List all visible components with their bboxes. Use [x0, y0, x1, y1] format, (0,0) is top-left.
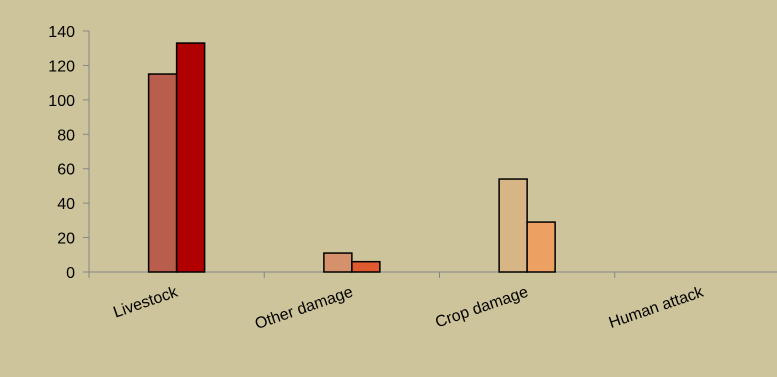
x-category-label: Livestock — [111, 283, 181, 321]
bar — [498, 178, 528, 273]
bar — [147, 73, 178, 273]
y-tick-label: 80 — [57, 127, 75, 144]
x-category-label: Crop damage — [433, 284, 530, 332]
y-tick-label: 120 — [48, 58, 75, 75]
bar-series — [147, 42, 556, 273]
x-category-label: Human attack — [607, 283, 707, 332]
bar — [175, 42, 206, 273]
y-tick-label: 100 — [48, 93, 75, 110]
bar — [323, 252, 353, 273]
bar — [526, 221, 556, 273]
axis-labels: 0 20 40 60 80 100 120 140 Livestock Other damage C… — [48, 24, 706, 333]
y-tick-label: 20 — [57, 231, 75, 248]
bar — [351, 260, 381, 273]
y-tick-label: 40 — [57, 196, 75, 213]
y-tick-label: 0 — [66, 265, 75, 282]
x-category-label: Other damage — [253, 284, 355, 333]
axes — [83, 30, 777, 278]
y-tick-label: 140 — [48, 24, 75, 41]
y-tick-label: 60 — [57, 162, 75, 179]
